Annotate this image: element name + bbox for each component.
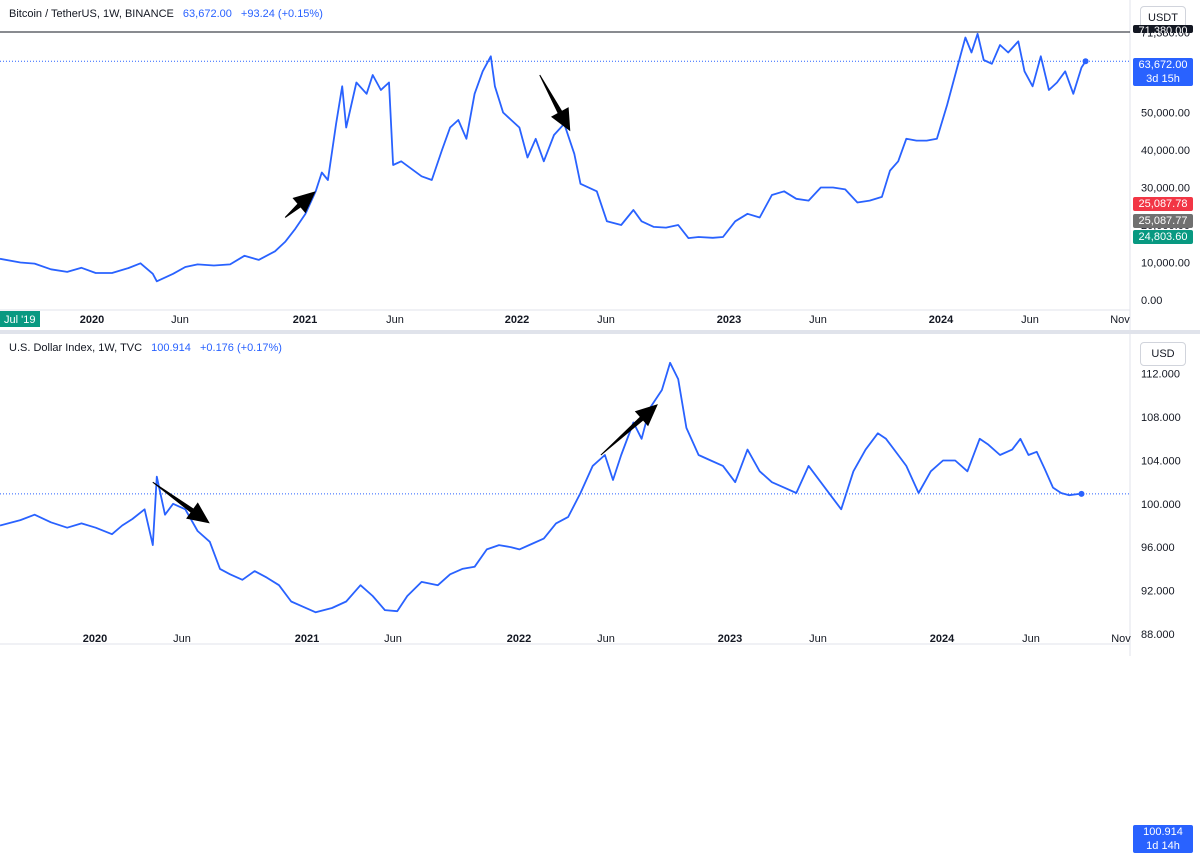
btc-x-tick-label: Jun: [597, 314, 615, 326]
btc-annotation-arrow-0: [284, 191, 316, 218]
dxy-y-tick-label: 96.000: [1141, 542, 1175, 554]
dxy-legend-change: +0.176 (+0.17%): [199, 342, 282, 354]
dxy-x-tick-label: Jun: [1022, 633, 1040, 645]
btc-y-tick-label: 40,000.00: [1141, 145, 1190, 157]
btc-price-tag: 25,087.77: [1133, 214, 1193, 228]
btc-price-tag-countdown: 3d 15h: [1146, 73, 1180, 85]
btc-legend-symbol: Bitcoin / TetherUS, 1W, BINANCE: [9, 8, 174, 20]
dxy-x-tick-label: Nov: [1111, 633, 1131, 645]
btc-price-tag-label: 25,087.77: [1138, 215, 1188, 227]
btc-price-tag: 24,803.60: [1133, 230, 1193, 244]
dxy-x-tick-label: 2021: [295, 633, 319, 645]
btc-series-line: [0, 32, 1087, 283]
btc-y-tick-label: 10,000.00: [1141, 258, 1190, 270]
btc-y-tick-label: 50,000.00: [1141, 108, 1190, 120]
btc-price-tag-label: 63,672.00: [1138, 59, 1188, 71]
btc-x-tick-label: 2024: [929, 314, 954, 326]
dxy-y-tick-label: 108.000: [1141, 412, 1181, 424]
btc-price-tag-label: 71,380.00: [1138, 25, 1188, 33]
dxy-legend: U.S. Dollar Index, 1W, TVC 100.914 +0.17…: [9, 342, 282, 354]
dxy-x-tick-label: 2024: [930, 633, 955, 645]
btc-y-tick-label: 0.00: [1141, 295, 1162, 307]
btc-chart-svg[interactable]: 0.0010,000.0020,000.0030,000.0040,000.00…: [0, 0, 1200, 330]
dxy-legend-symbol: U.S. Dollar Index, 1W, TVC: [9, 342, 143, 354]
btc-price-tag: 71,380.00: [1133, 25, 1193, 33]
dxy-y-tick-label: 100.000: [1141, 499, 1181, 511]
dxy-annotation-arrow-1: [600, 404, 658, 456]
dxy-y-tick-label: 92.000: [1141, 586, 1175, 598]
dxy-price-tag: 100.914 1d 14h: [1133, 825, 1193, 853]
dxy-y-tick-label: 104.000: [1141, 455, 1181, 467]
dxy-chart-svg[interactable]: 88.000 92.000 96.000 100.000 104.000 108.000 1…: [0, 334, 1200, 656]
btc-x-tick-label: Nov: [1110, 314, 1130, 326]
btc-price-tag: 63,672.00 3d 15h: [1133, 58, 1193, 86]
dxy-x-tick-label: Jun: [809, 633, 827, 645]
btc-price-tag: 25,087.78: [1133, 197, 1193, 211]
btc-x-tick-label: 2020: [80, 314, 104, 326]
dxy-price-tag-countdown: 1d 14h: [1146, 840, 1180, 852]
btc-legend-price: 63,672.00: [182, 8, 232, 20]
dxy-series-line: [0, 361, 1082, 614]
btc-x-start-marker: [0, 311, 40, 327]
dxy-price-tag-label: 100.914: [1143, 826, 1183, 838]
btc-x-tick-label: 2021: [293, 314, 317, 326]
dxy-x-tick-label: Jun: [384, 633, 402, 645]
btc-legend-change: +93.24 (+0.15%): [240, 8, 323, 20]
dxy-x-tick-label: 2020: [83, 633, 107, 645]
dxy-currency-button[interactable]: USD: [1140, 342, 1186, 366]
dxy-y-tick-label: 112.000: [1141, 369, 1180, 381]
btc-last-point: [1082, 58, 1089, 65]
dxy-annotation-arrow-0: [152, 481, 210, 524]
dxy-pane[interactable]: U.S. Dollar Index, 1W, TVC 100.914 +0.17…: [0, 334, 1200, 853]
btc-legend: Bitcoin / TetherUS, 1W, BINANCE 63,672.0…: [9, 8, 323, 20]
btc-price-tag-label: 25,087.78: [1138, 198, 1188, 210]
btc-x-tick-label: 2023: [717, 314, 741, 326]
btc-y-tick-label: 30,000.00: [1141, 183, 1190, 195]
btc-x-tick-label: 2022: [505, 314, 529, 326]
pane-divider[interactable]: [0, 330, 1200, 334]
dxy-y-tick-label: 88.000: [1141, 629, 1175, 641]
btc-x-tick-label: Jun: [386, 314, 404, 326]
dxy-x-tick-label: Jun: [173, 633, 191, 645]
dxy-legend-price: 100.914: [151, 342, 191, 354]
btc-annotation-arrow-1: [539, 74, 571, 132]
dxy-x-tick-label: 2023: [718, 633, 742, 645]
dxy-x-tick-label: 2022: [507, 633, 531, 645]
dxy-x-tick-label: Jun: [597, 633, 615, 645]
btc-x-tick-label: Jun: [809, 314, 827, 326]
btc-x-tick-label: Jul '19: [4, 314, 35, 326]
btc-price-tag-label: 24,803.60: [1138, 231, 1188, 243]
btc-x-tick-label: Jun: [171, 314, 189, 326]
dxy-last-point: [1078, 490, 1085, 497]
btc-pane[interactable]: Bitcoin / TetherUS, 1W, BINANCE 63,672.0…: [0, 0, 1200, 330]
btc-x-tick-label: Jun: [1021, 314, 1039, 326]
